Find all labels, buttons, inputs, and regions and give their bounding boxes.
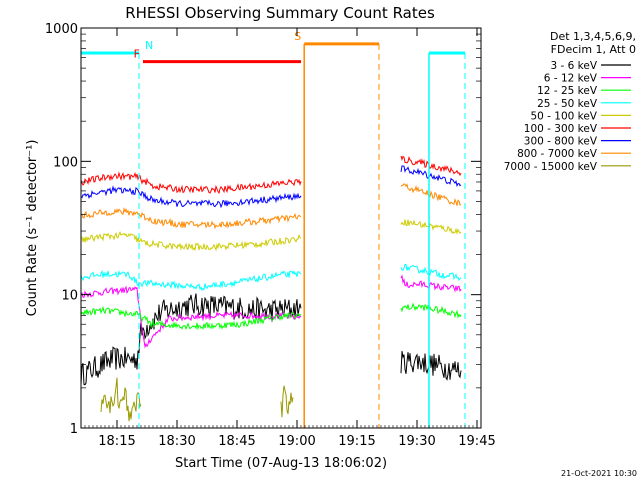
series-line-7-0: [80, 207, 302, 230]
legend-label-1: 6 - 12 keV: [544, 73, 598, 85]
series-line-4-1: [400, 219, 462, 235]
series-line-3-1: [400, 264, 462, 281]
legend-label-3: 25 - 50 keV: [537, 98, 598, 110]
legend-label-0: 3 - 6 keV: [550, 60, 597, 72]
flag-label-S: S: [294, 30, 301, 43]
legend-label-4: 50 - 100 keV: [530, 110, 597, 122]
x-tick-label-1: 18:30: [158, 434, 195, 449]
series-line-0-0: [80, 293, 302, 386]
x-axis: 18:15 18:30 18:45 19:00 19:15 19:30 19:45: [80, 28, 496, 449]
legend-label-6: 300 - 800 keV: [524, 136, 598, 148]
flag-label-N: N: [145, 39, 153, 52]
series-line-7-1: [400, 183, 462, 206]
y-tick-label-1: 10: [61, 289, 78, 304]
legend-header-0: Det 1,3,4,5,6,9,: [550, 30, 636, 43]
series-line-4-0: [81, 230, 302, 252]
series-line-8-1: [280, 385, 294, 418]
series-line-3-0: [80, 269, 302, 292]
series-line-1-1: [400, 274, 462, 293]
series-line-2-1: [400, 302, 462, 319]
legend: Det 1,3,4,5,6,9,FDecim 1, Att 0 3 - 6 keV…: [504, 30, 636, 173]
series-line-1-0: [80, 285, 302, 349]
series-line-8-0: [100, 377, 142, 422]
series-line-0-1: [400, 351, 462, 381]
legend-label-8: 7000 - 15000 keV: [504, 161, 598, 173]
annotations: NF S: [81, 30, 466, 428]
series-line-5-1: [400, 155, 462, 177]
x-tick-label-2: 18:45: [218, 434, 255, 449]
legend-header-1: FDecim 1, Att 0: [551, 43, 636, 56]
x-tick-label-3: 19:00: [278, 434, 315, 449]
series-line-6-1: [400, 165, 462, 188]
footer-timestamp: 21-Oct-2021 10:30: [561, 469, 637, 478]
y-tick-label-0: 1: [70, 422, 78, 437]
chart-title: RHESSI Observing Summary Count Rates: [125, 4, 435, 22]
x-axis-label: Start Time (07-Aug-13 18:06:02): [175, 456, 387, 471]
y-tick-label-3: 1000: [45, 22, 78, 37]
x-tick-label-0: 18:15: [98, 434, 135, 449]
series-line-6-0: [80, 185, 302, 209]
y-tick-label-2: 100: [53, 155, 78, 170]
legend-label-5: 100 - 300 keV: [524, 123, 598, 135]
series-line-5-0: [80, 171, 302, 195]
legend-label-2: 12 - 25 keV: [537, 85, 598, 97]
plot-lines: [80, 155, 462, 422]
y-axis: 1 10 100 1000: [45, 22, 481, 437]
x-tick-label-5: 19:30: [398, 434, 435, 449]
x-tick-label-4: 19:15: [338, 434, 375, 449]
y-axis-label: Count Rate (s⁻¹ detector⁻¹): [25, 140, 40, 317]
x-tick-label-6: 19:45: [458, 434, 495, 449]
flag-label-F: F: [134, 48, 140, 61]
series-line-2-0: [80, 305, 302, 331]
legend-label-7: 800 - 7000 keV: [517, 148, 598, 160]
